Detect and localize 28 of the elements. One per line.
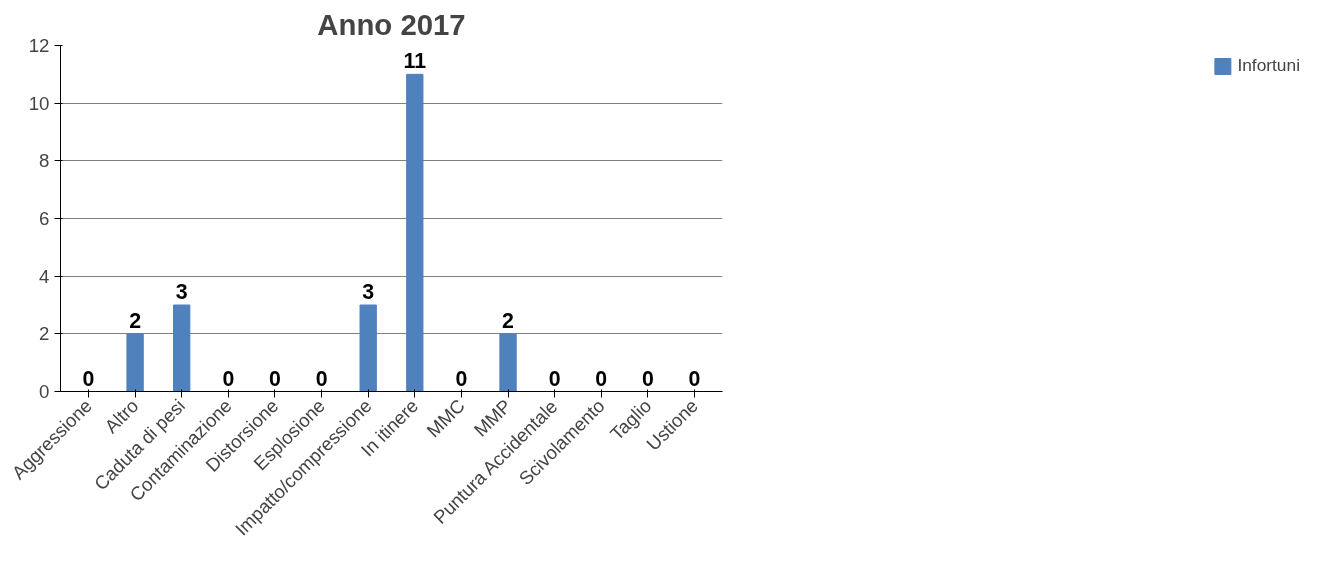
data-label: 2 — [502, 308, 514, 333]
bar — [359, 304, 377, 392]
chart-title: Anno 2017 — [317, 7, 466, 41]
data-label: 3 — [175, 280, 188, 304]
y-tick-label: 8 — [39, 150, 50, 172]
data-label: 0 — [641, 366, 654, 391]
data-label: 0 — [548, 366, 561, 391]
y-tick-label: 4 — [39, 265, 50, 287]
data-label: 2 — [129, 308, 142, 333]
legend-label: Infortuni — [1237, 55, 1300, 76]
data-label: 0 — [222, 366, 235, 391]
data-label: 0 — [82, 366, 95, 391]
bar — [173, 304, 191, 392]
data-label: 0 — [688, 366, 701, 391]
data-label: 0 — [269, 366, 281, 391]
y-tick-label: 2 — [39, 323, 50, 345]
y-tick-label: 12 — [28, 35, 50, 56]
y-tick-label: 0 — [39, 381, 50, 402]
data-label: 11 — [403, 49, 427, 74]
y-tick-label: 10 — [28, 92, 50, 114]
y-tick-label: 6 — [39, 208, 50, 229]
data-label: 0 — [315, 366, 328, 391]
data-label: 0 — [595, 366, 608, 391]
bar — [126, 333, 144, 392]
bar — [499, 333, 517, 392]
data-label: 0 — [455, 366, 468, 391]
bar — [406, 73, 424, 392]
data-label: 3 — [362, 280, 375, 304]
